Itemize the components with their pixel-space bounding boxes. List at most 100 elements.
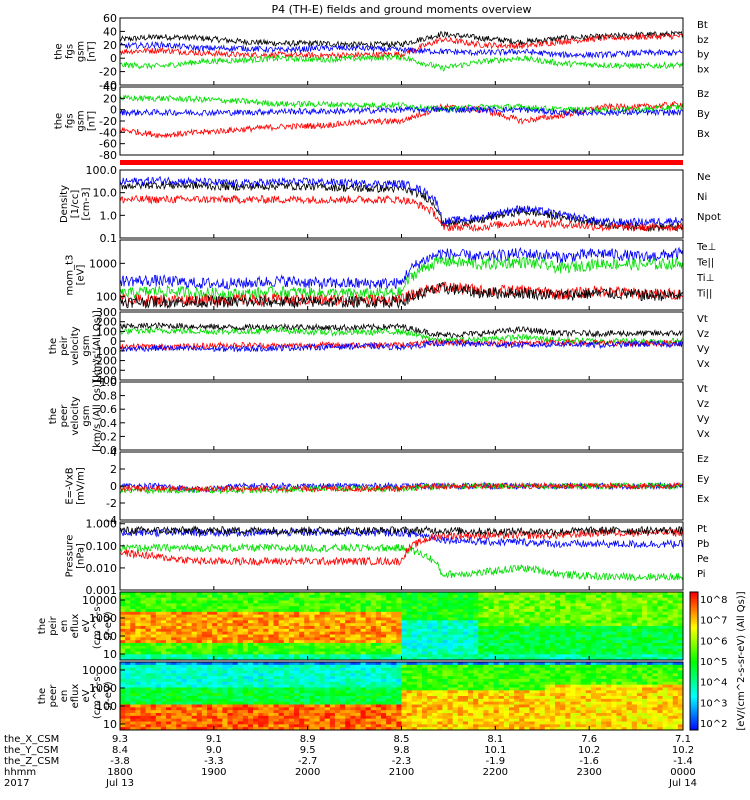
spectrogram-cell bbox=[120, 690, 126, 694]
spectrogram-cell bbox=[130, 701, 136, 705]
spectrogram-cell bbox=[386, 713, 392, 717]
spectrogram-cell bbox=[294, 724, 300, 728]
spectrogram-cell bbox=[135, 626, 141, 630]
spectrogram-cell bbox=[247, 687, 254, 691]
spectrogram-cell bbox=[498, 609, 505, 613]
spectrogram-cell bbox=[150, 687, 157, 691]
spectrogram-cell bbox=[498, 654, 505, 658]
spectrogram-cell bbox=[263, 718, 269, 722]
spectrogram-cell bbox=[452, 643, 459, 647]
spectrogram-cell bbox=[647, 637, 653, 641]
spectrogram-cell bbox=[555, 643, 561, 647]
spectrogram-cell bbox=[406, 676, 413, 680]
spectrogram-cell bbox=[452, 662, 459, 666]
spectrogram-cell bbox=[555, 676, 561, 680]
spectrogram-cell bbox=[478, 718, 484, 722]
spectrogram-cell bbox=[416, 651, 423, 655]
spectrogram-cell bbox=[340, 690, 346, 694]
spectrogram-cell bbox=[657, 606, 663, 610]
spectrogram-cell bbox=[334, 718, 341, 722]
spectrogram-cell bbox=[534, 637, 541, 641]
spectrogram-cell bbox=[263, 681, 269, 686]
spectrogram-cell bbox=[616, 609, 622, 613]
spectrogram-cell bbox=[498, 651, 505, 655]
spectrogram-cell bbox=[345, 667, 351, 671]
spectrogram-cell bbox=[421, 640, 428, 644]
spectrogram-cell bbox=[514, 721, 520, 725]
spectrogram-cell bbox=[406, 617, 413, 621]
spectrogram-cell bbox=[606, 597, 612, 601]
spectrogram-cell bbox=[258, 698, 264, 703]
spectrogram-cell bbox=[120, 721, 126, 725]
spectrogram-cell bbox=[544, 710, 551, 714]
spectrogram-cell bbox=[488, 617, 495, 621]
spectrogram-cell bbox=[375, 600, 382, 604]
spectrogram-cell bbox=[457, 620, 464, 624]
spectrogram-cell bbox=[227, 592, 233, 596]
spectrogram-cell bbox=[160, 707, 167, 711]
spectrogram-cell bbox=[360, 620, 367, 624]
spectrogram-cell bbox=[140, 713, 146, 717]
spectrogram-cell bbox=[176, 594, 182, 599]
spectrogram-cell bbox=[642, 606, 648, 610]
y-tick-label: 0.100 bbox=[86, 540, 118, 553]
spectrogram-cell bbox=[483, 727, 489, 731]
spectrogram-cell bbox=[427, 640, 433, 644]
spectrogram-cell bbox=[196, 664, 203, 669]
y-axis-label: en bbox=[59, 620, 70, 633]
spectrogram-cell bbox=[662, 634, 669, 638]
spectrogram-cell bbox=[493, 698, 500, 703]
spectrogram-cell bbox=[278, 657, 285, 661]
spectrogram-cell bbox=[406, 654, 413, 658]
series-bx bbox=[119, 105, 684, 117]
spectrogram-cell bbox=[503, 696, 510, 700]
spectrogram-cell bbox=[672, 628, 679, 633]
spectrogram-cell bbox=[677, 651, 684, 655]
spectrogram-cell bbox=[421, 664, 428, 669]
spectrogram-cell bbox=[606, 657, 612, 661]
spectrogram-cell bbox=[166, 667, 172, 671]
spectrogram-cell bbox=[519, 600, 525, 604]
spectrogram-cell bbox=[580, 651, 587, 655]
spectrogram-cell bbox=[304, 724, 310, 728]
spectrogram-cell bbox=[171, 684, 177, 688]
spectrogram-cell bbox=[493, 727, 500, 731]
spectrogram-cell bbox=[258, 707, 264, 711]
spectrogram-cell bbox=[217, 698, 223, 703]
spectrogram-cell bbox=[565, 724, 571, 728]
spectrogram-cell bbox=[570, 676, 576, 680]
spectrogram-cell bbox=[135, 713, 141, 717]
spectrogram-cell bbox=[601, 654, 607, 658]
spectrogram-cell bbox=[468, 643, 474, 647]
spectrogram-cell bbox=[329, 648, 336, 652]
spectrogram-cell bbox=[181, 684, 187, 688]
spectrogram-cell bbox=[468, 609, 474, 613]
spectrogram-cell bbox=[365, 594, 372, 599]
spectrogram-cell bbox=[406, 670, 413, 674]
spectrogram-cell bbox=[120, 657, 126, 661]
spectrogram-cell bbox=[309, 614, 315, 618]
spectrogram-cell bbox=[145, 713, 152, 717]
spectrogram-cell bbox=[483, 626, 489, 630]
spectrogram-cell bbox=[519, 696, 525, 700]
spectrogram-cell bbox=[201, 623, 208, 627]
spectrogram-cell bbox=[319, 704, 326, 708]
spectrogram-cell bbox=[524, 701, 530, 705]
spectrogram-cell bbox=[155, 713, 162, 717]
spectrogram-cell bbox=[524, 651, 530, 655]
spectrogram-cell bbox=[227, 606, 233, 610]
spectrogram-cell bbox=[283, 614, 290, 618]
spectrogram-cell bbox=[437, 592, 443, 596]
spectrogram-cell bbox=[570, 713, 576, 717]
spectrogram-cell bbox=[345, 673, 351, 677]
spectrogram-cell bbox=[636, 637, 643, 641]
spectrogram-cell bbox=[155, 690, 162, 694]
spectrogram-cell bbox=[401, 681, 408, 686]
spectrogram-cell bbox=[227, 623, 233, 627]
spectrogram-cell bbox=[416, 670, 423, 674]
series-pi bbox=[119, 527, 684, 550]
spectrogram-cell bbox=[631, 600, 638, 604]
spectrogram-cell bbox=[437, 634, 443, 638]
spectrogram-cell bbox=[483, 600, 489, 604]
spectrogram-cell bbox=[319, 623, 326, 627]
